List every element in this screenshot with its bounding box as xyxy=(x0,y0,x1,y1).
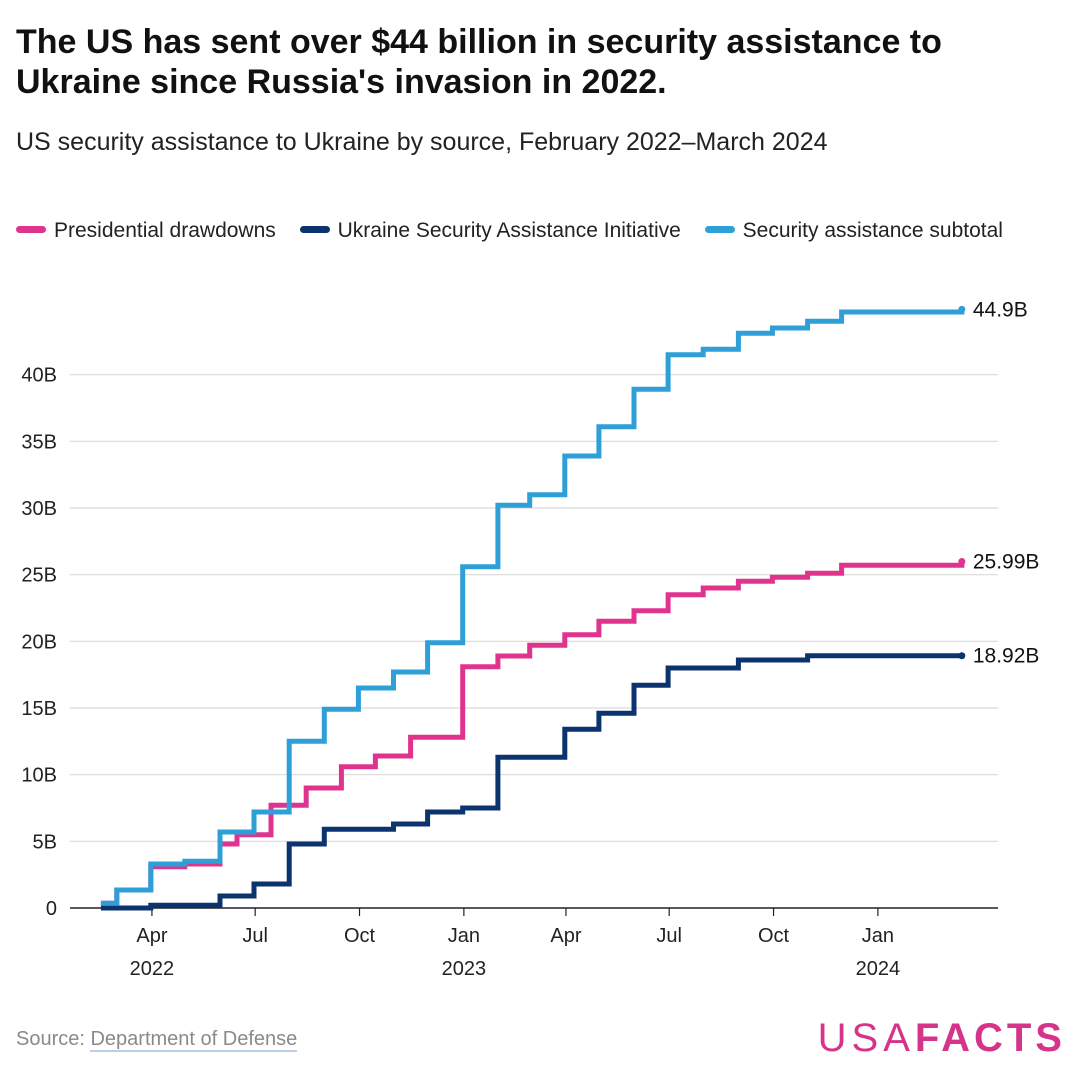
series-end-label-security-assistance-subtotal: 44.9B xyxy=(973,298,1028,321)
logo-usa: USA xyxy=(817,1016,915,1060)
y-tick-label: 20B xyxy=(21,631,57,653)
legend-label-subtotal: Security assistance subtotal xyxy=(742,219,1003,242)
legend-label-presidential: Presidential drawdowns xyxy=(54,219,276,242)
legend-swatch-subtotal xyxy=(704,225,735,233)
series-end-point-ukraine-security-assistance-initiative xyxy=(958,652,966,660)
y-tick-label: 30B xyxy=(21,498,57,520)
logo-facts: FACTS xyxy=(914,1016,1066,1060)
legend: Presidential drawdowns Ukraine Security … xyxy=(16,212,1066,250)
x-tick-label: Jan xyxy=(862,925,894,947)
series-end-point-security-assistance-subtotal xyxy=(958,305,966,313)
x-tick-label: Jul xyxy=(242,925,268,947)
y-tick-label: 25B xyxy=(21,565,57,587)
series-end-point-presidential-drawdowns xyxy=(958,557,966,565)
legend-label-usai: Ukraine Security Assistance Initiative xyxy=(337,219,681,242)
series-line-presidential-drawdowns xyxy=(100,561,965,906)
series-line-ukraine-security-assistance-initiative xyxy=(100,653,962,911)
x-tick-year-label: 2024 xyxy=(856,958,901,980)
series-end-label-presidential-drawdowns: 25.99B xyxy=(973,550,1040,573)
x-tick-year-label: 2023 xyxy=(442,958,487,980)
x-tick-label: Oct xyxy=(758,925,790,947)
legend-swatch-presidential xyxy=(16,225,46,233)
usafacts-logo[interactable]: USAFACTS xyxy=(818,1016,1066,1061)
y-tick-label: 40B xyxy=(21,365,57,387)
x-tick-label: Jan xyxy=(448,925,480,947)
series-line-security-assistance-subtotal xyxy=(100,309,965,906)
source-prefix: Source: xyxy=(16,1028,91,1050)
x-tick-label: Apr xyxy=(550,925,581,947)
y-tick-label: 10B xyxy=(21,765,57,787)
series-end-label-ukraine-security-assistance-initiative: 18.92B xyxy=(973,645,1040,668)
chart-title: The US has sent over $44 billion in secu… xyxy=(16,23,942,101)
y-tick-label: 35B xyxy=(21,431,57,453)
x-tick-year-label: 2022 xyxy=(130,958,175,980)
legend-swatch-usai xyxy=(299,225,330,233)
y-tick-label: 5B xyxy=(33,831,57,853)
source-note: Source: Department of Defense xyxy=(16,1028,298,1052)
legend-item-subtotal: Security assistance subtotal xyxy=(704,219,1003,242)
legend-item-usai: Ukraine Security Assistance Initiative xyxy=(299,219,681,242)
line-chart: 0 5B 10B 15B 20B 25B 30B 35B 40B Apr 2022 Jul Oct Jan… xyxy=(21,298,1040,980)
chart-subtitle: US security assistance to Ukraine by sou… xyxy=(16,128,828,156)
y-tick-label: 0 xyxy=(46,898,57,920)
x-tick-label: Apr xyxy=(136,925,167,947)
y-tick-label: 15B xyxy=(21,698,57,720)
x-tick-label: Oct xyxy=(344,925,376,947)
x-tick-label: Jul xyxy=(656,925,682,947)
legend-item-presidential: Presidential drawdowns xyxy=(16,219,276,242)
source-link[interactable]: Department of Defense xyxy=(90,1028,298,1052)
